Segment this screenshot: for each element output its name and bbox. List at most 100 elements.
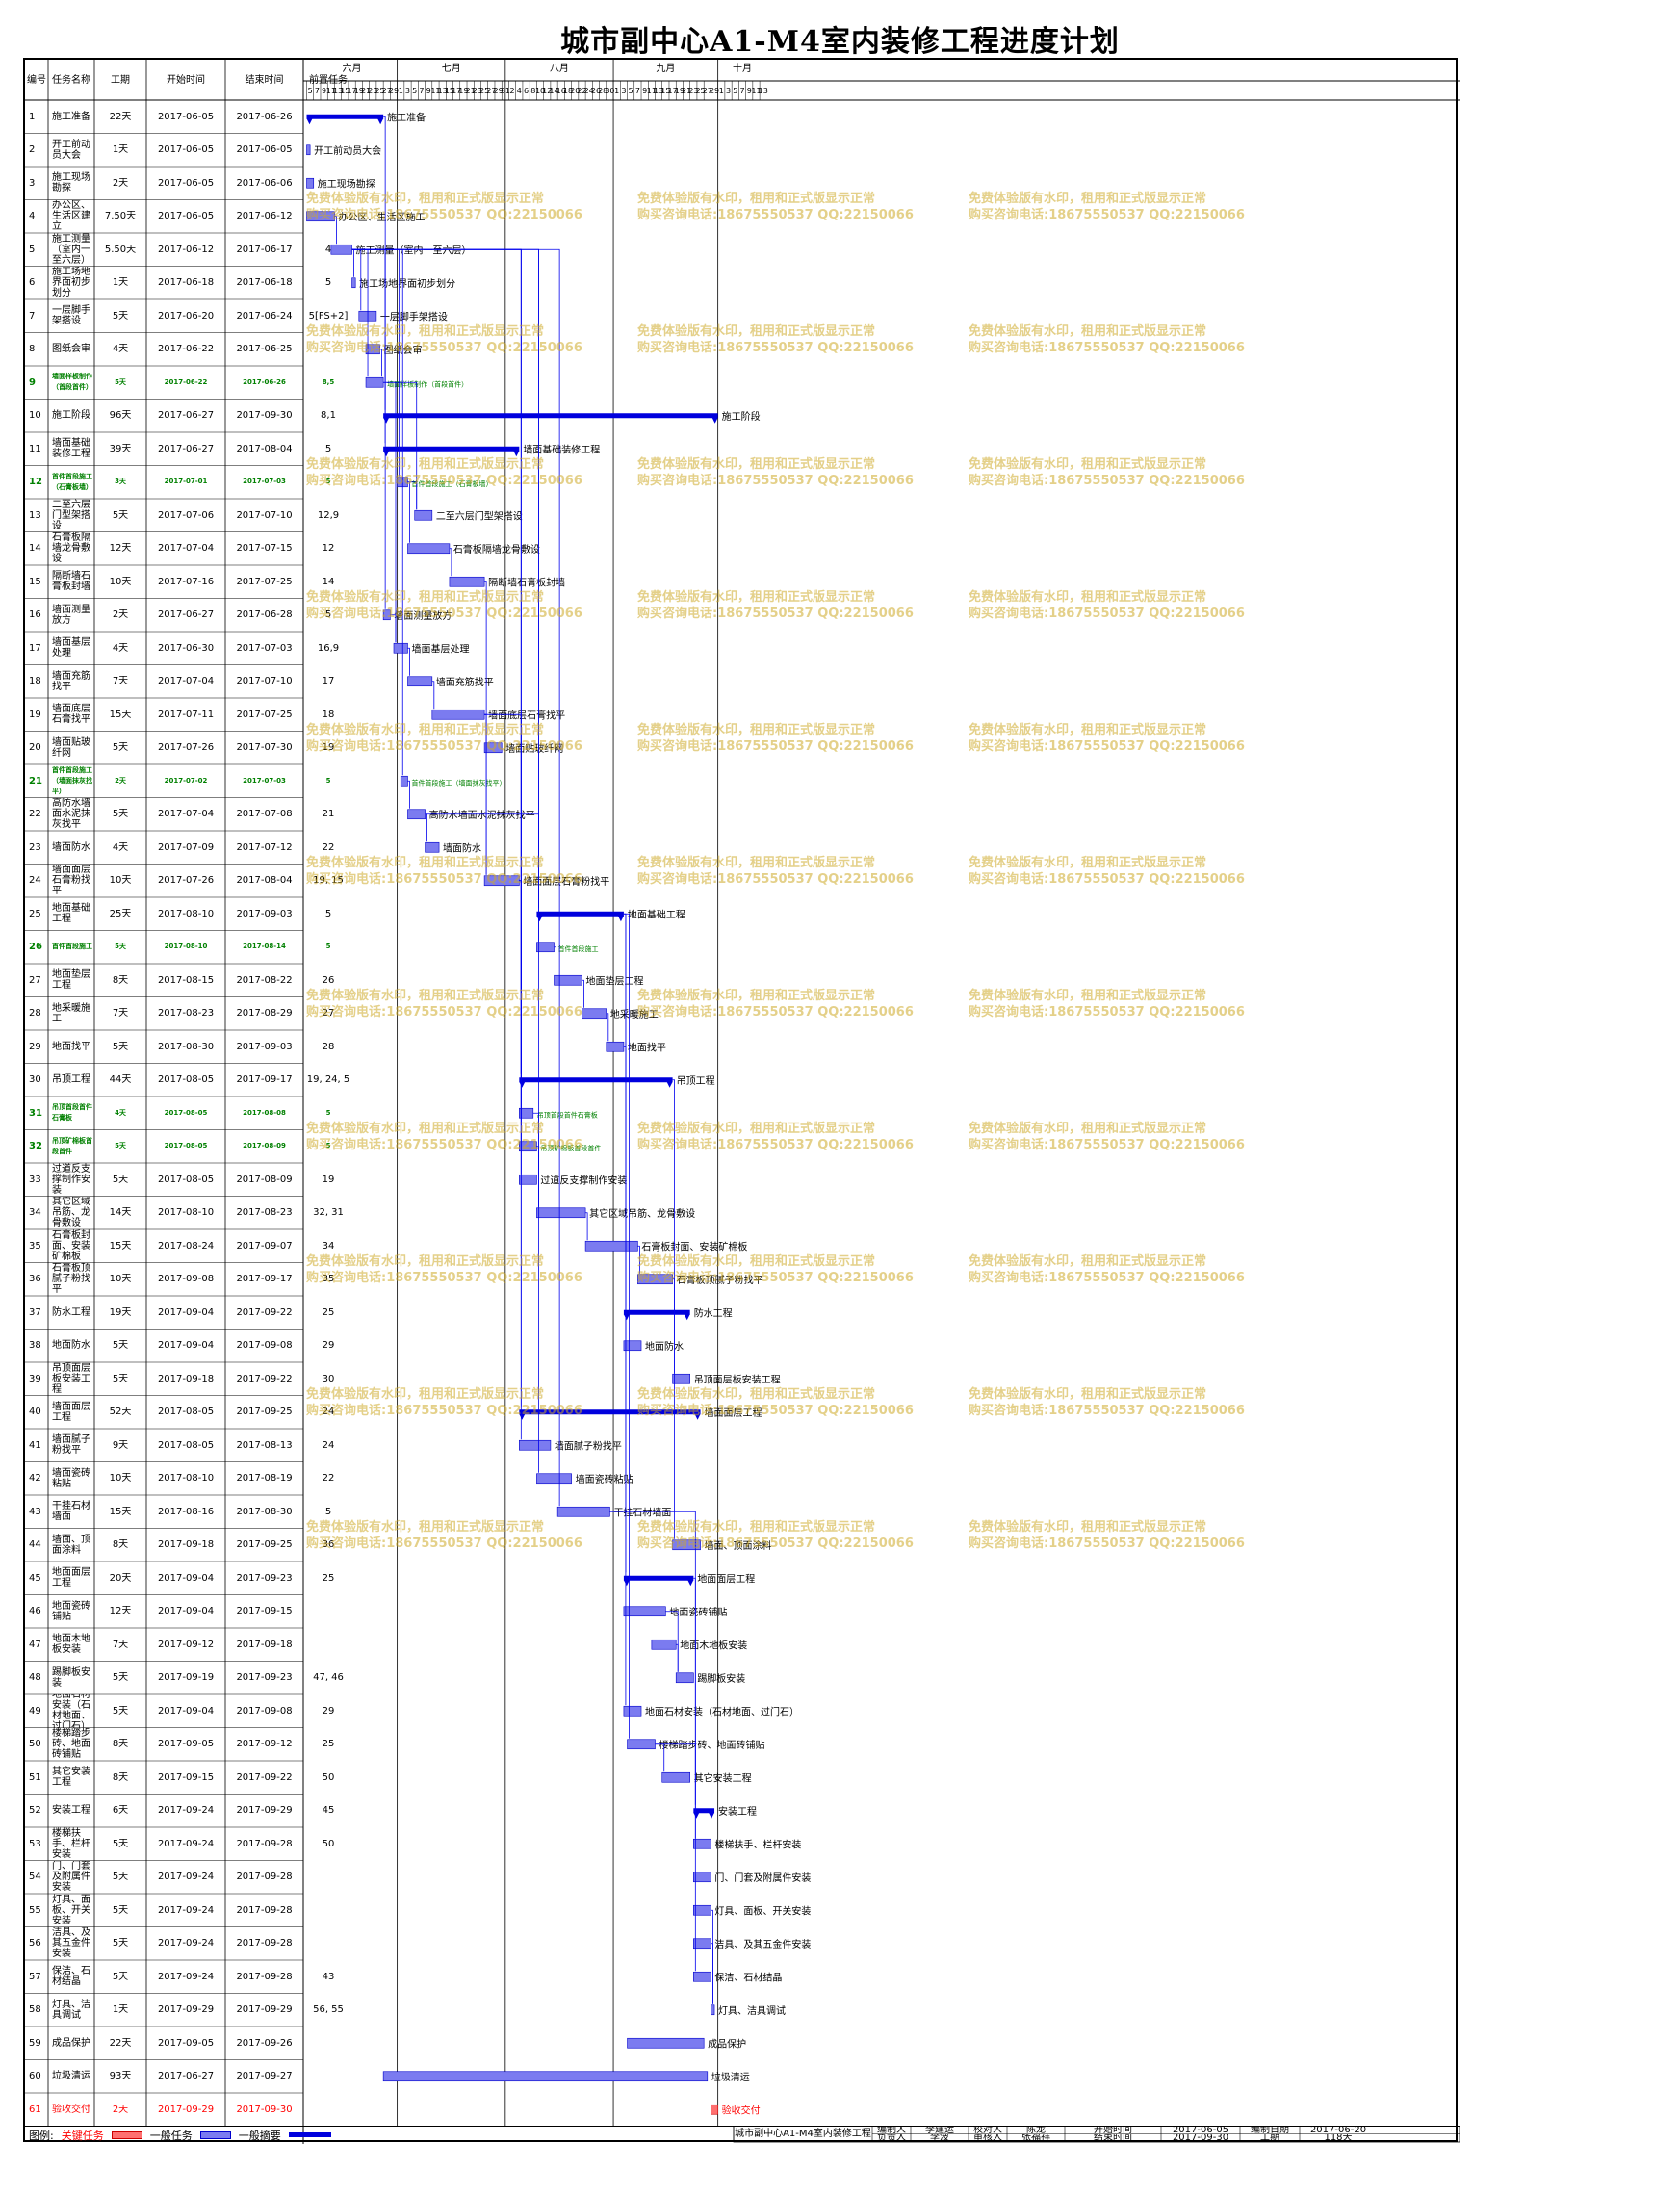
task-end: 2017-08-04 [236,443,293,454]
task-bar [556,1506,610,1517]
day-label: 3 [726,87,731,95]
task-duration: 1天 [112,2004,129,2016]
task-end: 2017-08-08 [243,1108,286,1117]
task-start: 2017-06-22 [157,344,215,355]
footer-cell: 结束时间 [1094,2133,1132,2142]
task-id: 20 [29,742,41,754]
day-label: 19 [354,87,364,95]
task-bar-label: 灯具、面板、开关安装 [714,1904,811,1917]
task-bar-label: 其它安装工程 [694,1771,752,1784]
summary-end-marker [666,1081,673,1088]
task-end: 2017-09-03 [236,908,293,919]
summary-start-marker [519,1413,526,1420]
task-bar [627,2037,705,2049]
task-duration: 15天 [109,1240,132,1252]
task-predecessors: 56, 55 [313,2004,344,2016]
legend-critical-swatch [111,2130,142,2139]
task-start: 2017-08-10 [157,1473,215,1485]
task-duration: 5天 [112,1904,129,1916]
day-label: 18 [563,87,573,95]
dependency-link [532,1112,539,1207]
task-bar [400,775,408,787]
task-id: 13 [29,509,41,521]
task-id: 16 [29,609,41,621]
task-start: 2017-09-24 [157,1872,215,1883]
task-name: 地面找平 [52,1041,90,1052]
task-bar-label: 吊顶工程 [677,1075,715,1087]
task-duration: 5天 [112,1872,129,1883]
day-label: 15 [445,87,454,95]
task-start: 2017-07-26 [157,875,215,887]
task-name: 墙面面层工程 [52,1401,90,1423]
task-start: 2017-06-05 [157,144,215,156]
day-label: 28 [598,87,607,95]
month-label: 十月 [733,62,752,74]
task-start: 2017-09-24 [157,1838,215,1849]
task-name: 安装工程 [52,1805,90,1817]
task-bar [623,1606,666,1617]
task-duration: 5天 [112,1340,129,1352]
task-bar [627,1739,656,1750]
task-bar [661,1771,690,1783]
day-label: 21 [466,87,476,95]
summary-bar [693,1808,715,1814]
day-label: 13 [438,87,448,95]
task-id: 42 [29,1473,41,1485]
task-id: 15 [29,576,41,587]
task-end: 2017-09-29 [236,2004,293,2016]
task-id: 40 [29,1407,41,1418]
task-duration: 5天 [112,1174,129,1185]
task-start: 2017-08-05 [157,1074,215,1086]
task-name: 墙面防水 [52,841,90,853]
day-label: 1 [719,87,724,95]
day-label: 7 [315,87,320,95]
task-end: 2017-08-30 [236,1506,293,1517]
task-start: 2017-08-23 [157,1008,215,1020]
task-name: 洁具、及其五金件安装 [52,1927,90,1960]
task-id: 53 [29,1838,41,1849]
dependency-link [623,913,630,1739]
task-name: 地面垫层工程 [52,969,90,992]
day-label: 9 [642,87,647,95]
task-id: 22 [29,809,41,820]
task-id: 10 [29,410,41,422]
task-bar-label: 墙面测量放方 [394,609,452,622]
task-name: 墙面基础装修工程 [52,438,90,460]
task-bar-label: 安装工程 [718,1805,757,1818]
task-name: 垃圾清运 [52,2071,90,2082]
task-end: 2017-09-15 [236,1606,293,1617]
task-name: 墙面测量放方 [52,604,90,626]
task-bar-label: 石膏板封面、安装矿棉板 [641,1240,747,1252]
task-bar-label: 墙面面层工程 [705,1407,762,1419]
task-bar-label: 高防水墙面水泥抹灰找平 [429,809,535,821]
summary-start-marker [623,1314,630,1321]
task-id: 2 [29,144,36,156]
task-bar-label: 保洁、石材结晶 [714,1971,782,1983]
task-start: 2017-09-04 [157,1340,215,1352]
task-bar [637,1274,673,1285]
task-bar-label: 二至六层门型架搭设 [436,509,523,522]
task-bar [672,1373,690,1384]
column-header-end: 结束时间 [245,74,284,86]
task-predecessors: 28 [322,1041,335,1052]
dependency-link [407,780,410,809]
task-bar [407,676,433,687]
day-label: 3 [621,87,626,95]
task-duration: 5天 [112,809,129,820]
task-start: 2017-07-02 [164,776,208,785]
task-end: 2017-08-19 [236,1473,293,1485]
task-name: 墙面腻子粉找平 [52,1434,90,1457]
task-bar [393,642,408,654]
summary-end-marker [687,1580,694,1587]
task-duration: 44天 [109,1074,132,1086]
task-start: 2017-08-10 [164,943,208,951]
day-label: 17 [347,87,356,95]
task-duration: 10天 [109,1473,132,1485]
task-duration: 10天 [109,576,132,587]
day-label: 20 [570,87,580,95]
task-name: 首件首段施工（石膏板墙） [52,472,92,491]
dependency-link [665,1611,679,1672]
dependency-link [672,1278,675,1539]
task-bar [306,144,311,156]
summary-start-marker [519,1081,526,1088]
